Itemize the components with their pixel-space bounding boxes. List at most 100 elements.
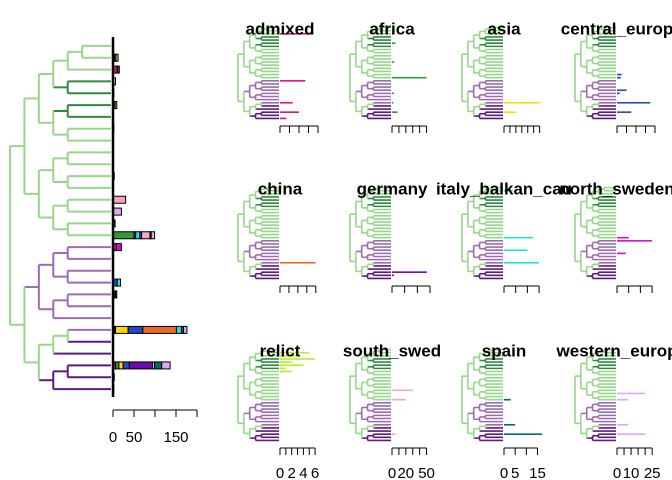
bar bbox=[280, 351, 310, 354]
bar bbox=[617, 236, 629, 239]
panel-title: germany bbox=[357, 179, 428, 198]
bar bbox=[392, 433, 396, 435]
bar bbox=[504, 423, 516, 426]
bar bbox=[280, 33, 312, 35]
panel-title: china bbox=[258, 179, 303, 198]
bar bbox=[504, 236, 534, 239]
panel-title: asia bbox=[487, 19, 521, 38]
panel-title: admixed bbox=[246, 19, 315, 38]
bar bbox=[617, 92, 620, 95]
bar-segment bbox=[141, 231, 151, 240]
x-tick-label: 20 bbox=[397, 465, 414, 480]
panel-title: central_europ bbox=[561, 19, 672, 38]
bar bbox=[392, 101, 394, 104]
bar bbox=[280, 80, 306, 82]
bar bbox=[504, 261, 540, 264]
bar-segment bbox=[183, 325, 188, 334]
bar-segment bbox=[128, 361, 153, 370]
bar bbox=[617, 392, 646, 395]
bar-segment bbox=[112, 231, 135, 240]
panel-title: western_europ bbox=[556, 341, 672, 360]
panel-title: spain bbox=[482, 341, 526, 360]
bar bbox=[617, 101, 651, 104]
x-tick-label: 150 bbox=[163, 429, 188, 446]
bar bbox=[280, 358, 316, 360]
bar bbox=[392, 274, 394, 277]
bar bbox=[617, 89, 627, 92]
bar-segment bbox=[115, 325, 129, 334]
bar-segment bbox=[127, 325, 144, 334]
x-tick-label: 4 bbox=[299, 465, 307, 480]
bar bbox=[617, 423, 629, 426]
bar bbox=[280, 111, 299, 113]
bar bbox=[392, 111, 398, 113]
panel-title: africa bbox=[369, 19, 415, 38]
x-tick-label: 2 bbox=[288, 465, 296, 480]
bar-segment bbox=[154, 361, 163, 370]
x-tick-label: 0 bbox=[500, 465, 508, 480]
bar-segment bbox=[150, 231, 156, 240]
bar-segment bbox=[175, 325, 182, 334]
bar bbox=[504, 398, 511, 401]
x-tick-label: 50 bbox=[418, 465, 435, 480]
bar bbox=[392, 76, 427, 79]
bar-segment bbox=[112, 207, 122, 216]
bar-segment bbox=[115, 243, 122, 252]
bar bbox=[504, 189, 513, 192]
bar-segment bbox=[117, 65, 120, 74]
x-tick-label: 6 bbox=[311, 465, 319, 480]
bar bbox=[617, 76, 621, 79]
bar bbox=[392, 61, 395, 63]
x-tick-label: 0 bbox=[388, 465, 396, 480]
bar bbox=[280, 261, 316, 264]
panel-title: italy_balkan_cau bbox=[436, 179, 572, 198]
panel-title: south_swed bbox=[343, 341, 441, 360]
bar bbox=[280, 117, 287, 120]
bar-segment bbox=[118, 361, 124, 370]
bar bbox=[280, 370, 292, 373]
panel-title: north_sweden bbox=[559, 179, 672, 198]
bar bbox=[617, 73, 622, 76]
bar bbox=[280, 355, 298, 357]
bar bbox=[392, 33, 394, 35]
x-tick-label: 5 bbox=[511, 465, 519, 480]
bar-segment bbox=[115, 290, 118, 299]
bar-segment bbox=[112, 195, 127, 204]
bar bbox=[504, 111, 516, 113]
bar-segment bbox=[122, 361, 130, 370]
x-tick-label: 0 bbox=[109, 429, 117, 446]
bar-segment bbox=[135, 231, 141, 240]
bar bbox=[280, 364, 304, 367]
bar bbox=[504, 249, 528, 252]
x-tick-label: 0 bbox=[276, 465, 284, 480]
bar bbox=[504, 101, 540, 104]
x-tick-label: 50 bbox=[126, 429, 143, 446]
bar bbox=[617, 398, 629, 401]
x-tick-label: 10 bbox=[623, 465, 640, 480]
bar bbox=[392, 389, 413, 392]
bar-segment bbox=[116, 278, 122, 287]
x-tick-label: 0 bbox=[613, 465, 621, 480]
bar bbox=[392, 398, 406, 401]
bar bbox=[617, 433, 646, 435]
bar bbox=[617, 111, 632, 113]
bar-segment bbox=[114, 101, 118, 110]
bar bbox=[392, 92, 395, 95]
bar-segment bbox=[115, 53, 119, 62]
bar bbox=[392, 271, 427, 273]
bar bbox=[392, 29, 395, 32]
bar-segment bbox=[161, 361, 171, 370]
x-tick-label: 15 bbox=[529, 465, 546, 480]
bar-segment bbox=[115, 361, 120, 370]
bar bbox=[504, 433, 542, 435]
bar-segment bbox=[142, 325, 177, 334]
bar bbox=[280, 367, 286, 370]
x-tick-label: 25 bbox=[644, 465, 661, 480]
bar bbox=[280, 101, 293, 104]
panel-title: relict bbox=[260, 341, 301, 360]
bar bbox=[280, 361, 292, 363]
bar bbox=[617, 240, 653, 242]
bar bbox=[617, 252, 626, 255]
bar bbox=[392, 42, 396, 45]
